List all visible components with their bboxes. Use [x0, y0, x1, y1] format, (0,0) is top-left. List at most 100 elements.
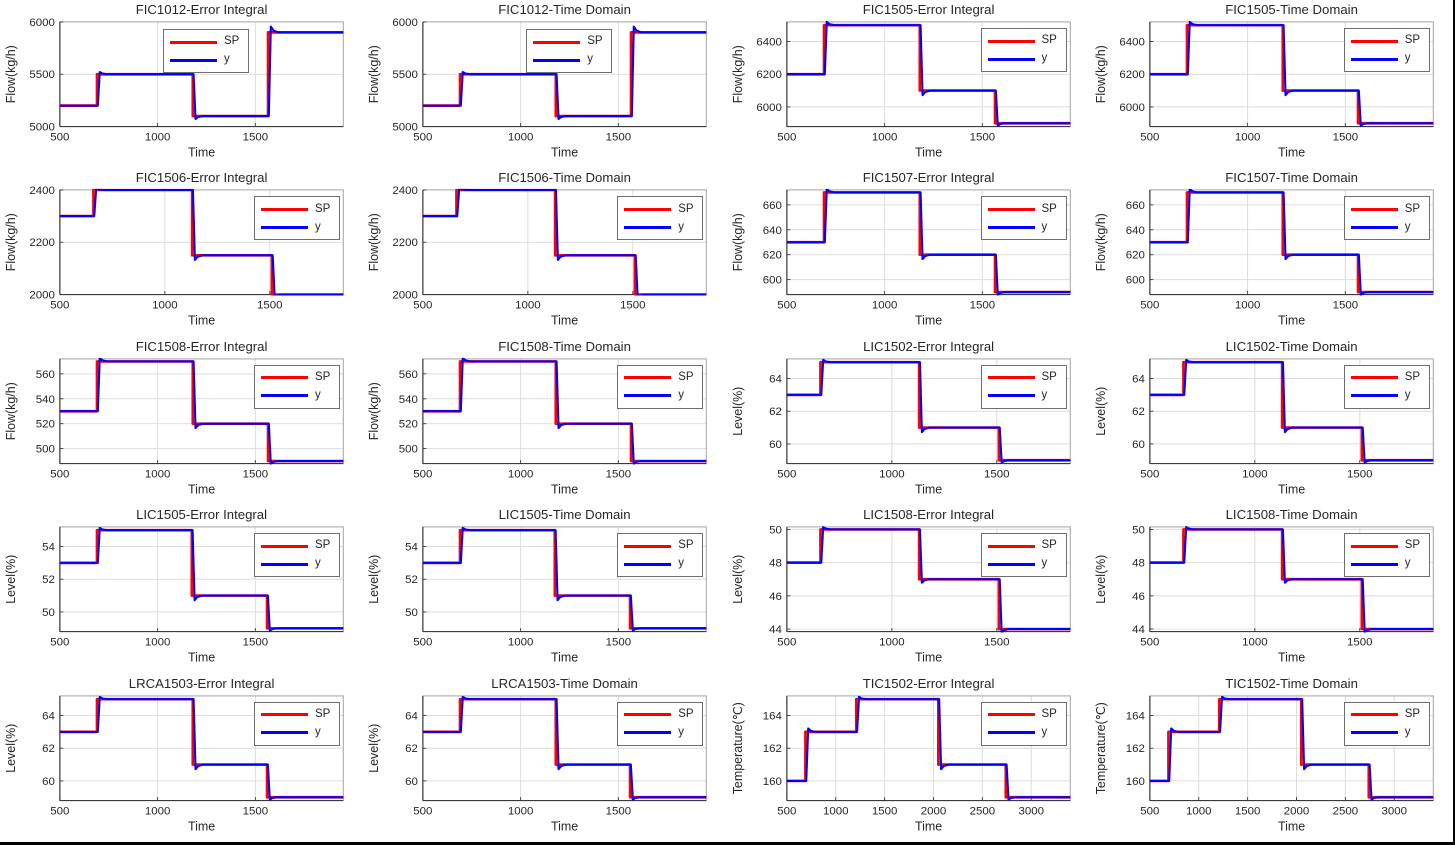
y-series-line [786, 358, 1070, 464]
legend-label-y: y [315, 557, 321, 570]
chart-fic1508-error-integral: 500 1000 1500 500 520 540 560 FIC1508-Error Int… [0, 337, 363, 505]
legend-label-y: y [1041, 725, 1048, 738]
x-axis-label: Time [914, 314, 941, 328]
x-tick-label: 500 [414, 300, 433, 312]
legend-line-sp [261, 207, 308, 211]
legend-label-sp: SP [315, 539, 331, 552]
legend-label-y: y [1041, 557, 1048, 570]
y-series-line [1149, 526, 1434, 633]
x-tick-label: 1000 [145, 131, 171, 143]
legend-box: SP y [980, 533, 1067, 578]
y-tick-label: 600 [1126, 275, 1145, 287]
chart-title: FIC1505-Time Domain [1225, 2, 1358, 17]
legend-label-y: y [678, 220, 684, 233]
legend-entry-y: y [261, 218, 333, 236]
y-tick-label: 64 [1132, 373, 1145, 385]
plot-lic1505-time-domain: 500 1000 1500 50 52 54 LIC1505-Time Domain Time… [367, 507, 708, 665]
x-tick-label: 1500 [606, 131, 632, 143]
y-tick-label: 46 [769, 591, 782, 603]
legend-line-y [1350, 394, 1398, 398]
chart-title: LIC1505-Error Integral [136, 507, 267, 522]
x-tick-label: 500 [1140, 131, 1159, 143]
x-tick-label: 1500 [984, 468, 1010, 480]
legend-label-y: y [315, 220, 321, 233]
x-tick-label: 500 [50, 468, 69, 480]
legend-line-y [261, 225, 308, 229]
y-tick-label: 5500 [29, 69, 55, 81]
x-tick-label: 500 [414, 805, 433, 817]
chart-title: FIC1507-Time Domain [1225, 170, 1358, 185]
legend-label-y: y [224, 53, 230, 66]
y-tick-label: 54 [42, 542, 55, 554]
legend-entry-y: y [1350, 555, 1423, 573]
legend-label-sp: SP [1041, 539, 1057, 552]
y-tick-label: 44 [769, 624, 782, 636]
x-tick-label: 500 [777, 468, 796, 480]
chart-title: LIC1502-Time Domain [1225, 339, 1357, 354]
legend-label-y: y [678, 389, 684, 402]
legend-line-y [170, 58, 217, 62]
y-tick-label: 52 [42, 574, 55, 586]
y-tick-label: 52 [405, 574, 418, 586]
y-axis-label: Flow(kg/h) [4, 45, 18, 103]
x-axis-label: Time [1278, 482, 1305, 496]
y-tick-label: 62 [405, 743, 418, 755]
x-tick-label: 1500 [606, 805, 632, 817]
y-series-line [1149, 695, 1434, 801]
legend-label-sp: SP [678, 371, 694, 384]
y-tick-label: 6200 [1119, 69, 1145, 81]
x-tick-label: 1000 [879, 637, 905, 649]
x-tick-label: 1000 [145, 468, 171, 480]
plot-lic1505-error-integral: 500 1000 1500 50 52 54 LIC1505-Error Integral T… [4, 507, 344, 665]
legend-entry-y: y [987, 218, 1060, 236]
legend-line-y [624, 562, 672, 566]
legend-entry-sp: SP [261, 706, 333, 724]
y-series-line [423, 25, 707, 121]
x-tick-label: 500 [1140, 637, 1159, 649]
legend-line-y [987, 57, 1035, 61]
x-tick-label: 1000 [871, 300, 897, 312]
legend-label-sp: SP [678, 202, 694, 215]
legend-label-sp: SP [678, 707, 694, 720]
legend-label-y: y [1404, 52, 1411, 65]
legend-label-sp: SP [587, 35, 603, 48]
x-tick-label: 500 [777, 300, 796, 312]
legend-label-y: y [587, 53, 593, 66]
y-axis-label: Temperature(℃) [730, 702, 744, 794]
y-tick-label: 164 [1126, 710, 1146, 722]
y-tick-label: 62 [1132, 406, 1145, 418]
x-tick-label: 1000 [508, 805, 534, 817]
y-axis-label: Level(%) [730, 555, 744, 604]
chart-fic1507-time-domain: 500 1000 1500 600 620 640 660 FIC1507-Time Doma… [1090, 168, 1453, 336]
y-series-line [786, 526, 1070, 633]
legend-box: SP y [617, 196, 704, 241]
y-axis-label: Flow(kg/h) [1094, 214, 1108, 272]
legend-box: SP y [526, 29, 613, 73]
y-tick-label: 54 [405, 542, 418, 554]
legend-box: SP y [980, 364, 1067, 409]
x-tick-label: 1000 [152, 300, 178, 312]
plot-fic1012-error-integral: 500 1000 1500 5000 5500 6000 FIC1012-Error Int… [4, 2, 344, 159]
y-tick-label: 64 [42, 710, 55, 722]
legend-line-sp [261, 544, 308, 548]
y-tick-label: 6000 [1119, 102, 1145, 114]
y-tick-label: 60 [769, 439, 782, 451]
y-tick-label: 640 [1126, 225, 1145, 237]
chart-lic1508-error-integral: 500 1000 1500 44 46 48 50 LIC1508-Error Integra… [727, 505, 1090, 673]
sp-series-line [1149, 528, 1434, 631]
x-axis-label: Time [188, 314, 215, 328]
legend-entry-sp: SP [533, 33, 605, 51]
x-tick-label: 1500 [243, 131, 269, 143]
legend-label-y: y [315, 725, 321, 738]
y-series-line [786, 695, 1070, 801]
legend-entry-sp: SP [1350, 537, 1423, 555]
sp-series-line [59, 31, 344, 118]
y-axis-label: Temperature(℃) [1094, 702, 1108, 794]
x-tick-label: 1000 [1242, 637, 1268, 649]
y-tick-label: 50 [42, 607, 55, 619]
legend-line-sp [261, 713, 308, 717]
plot-tic1502-time-domain: 500 1000 1500 2000 2500 3000 160 162 164 TIC1502-… [1094, 676, 1434, 833]
x-tick-label: 2000 [920, 805, 946, 817]
sp-series-line [59, 529, 344, 630]
chart-tic1502-time-domain: 500 1000 1500 2000 2500 3000 160 162 164 TIC1502-… [1090, 674, 1453, 842]
